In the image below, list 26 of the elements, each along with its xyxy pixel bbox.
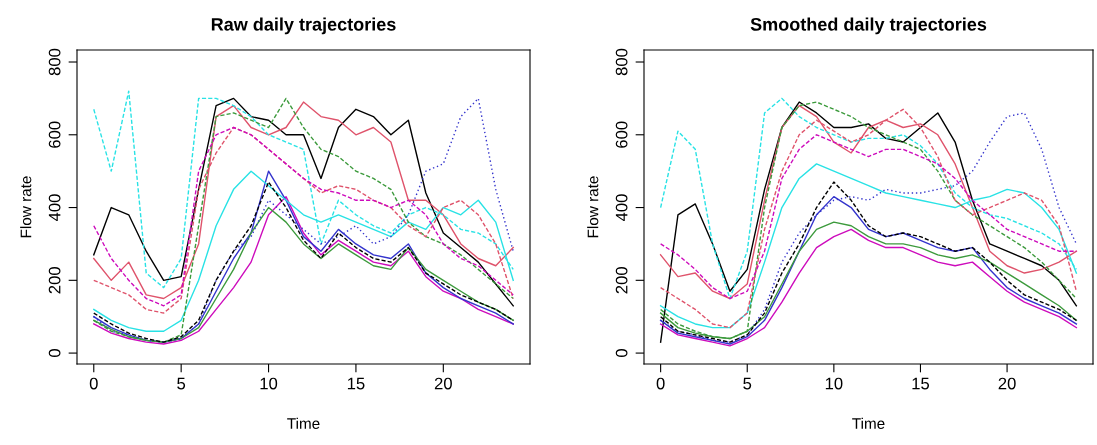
x-tick-label: 20 (998, 377, 1016, 390)
y-tick-label: 600 (615, 121, 628, 148)
x-tick-label: 5 (177, 377, 186, 390)
x-tick-label: 0 (656, 377, 665, 390)
x-axis-title: Time (852, 417, 885, 429)
y-axis-title: Flow rate (587, 176, 599, 238)
y-tick-label: 200 (615, 267, 628, 294)
x-tick-label: 20 (434, 377, 452, 390)
x-tick-label: 10 (260, 377, 278, 390)
y-tick-label: 200 (48, 267, 61, 294)
y-tick-label: 400 (48, 194, 61, 222)
y-axis-title: Flow rate (20, 176, 32, 238)
x-tick-label: 10 (825, 377, 843, 390)
x-tick-label: 5 (743, 377, 752, 390)
x-tick-label: 15 (912, 377, 930, 390)
y-tick-label: 800 (615, 48, 628, 76)
y-tick-label: 600 (48, 121, 61, 148)
y-tick-label: 400 (615, 194, 628, 222)
x-tick-label: 0 (89, 377, 98, 390)
x-tick-label: 15 (347, 377, 365, 390)
y-tick-label: 800 (48, 48, 61, 76)
y-tick-label: 0 (48, 349, 61, 358)
x-axis-title: Time (287, 417, 320, 429)
chart-title: Smoothed daily trajectories (750, 17, 987, 35)
y-tick-label: 0 (615, 349, 628, 358)
chart-title: Raw daily trajectories (211, 17, 396, 35)
